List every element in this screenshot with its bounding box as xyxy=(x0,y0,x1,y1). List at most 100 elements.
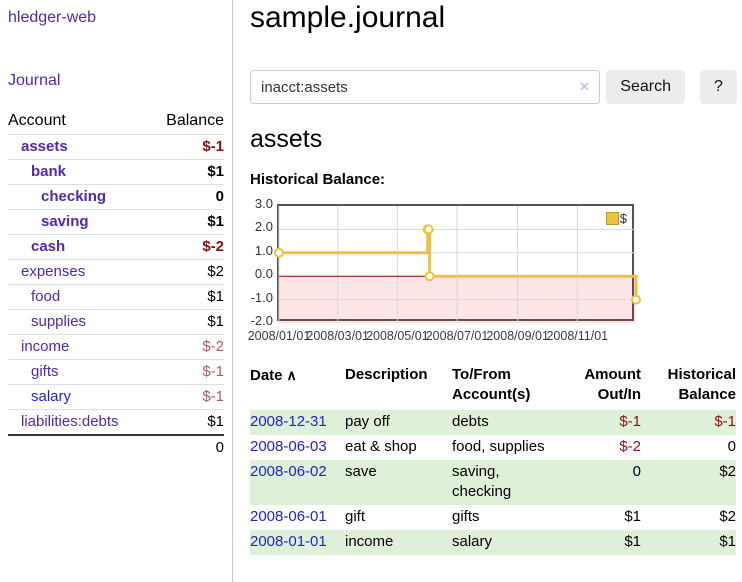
account-row-food: food $1 xyxy=(8,284,224,310)
transactions-header-row: Date ∧ Description To/From Account(s) Amo… xyxy=(250,362,736,410)
header-date[interactable]: Date ∧ xyxy=(250,367,297,384)
x-tick-label: 2008/03/01 xyxy=(306,329,369,343)
account-balance: $1 xyxy=(149,209,224,235)
transaction-accounts: salary xyxy=(452,533,493,550)
account-row-cash: cash $-2 xyxy=(8,234,224,260)
account-row-assets: assets $-1 xyxy=(8,134,224,160)
help-button[interactable]: ? xyxy=(700,70,737,104)
account-link-bank[interactable]: bank xyxy=(31,163,67,180)
account-link-checking[interactable]: checking xyxy=(41,188,107,205)
y-tick-label: 3.0 xyxy=(254,196,273,211)
account-balance: $-1 xyxy=(149,384,224,410)
header-amount[interactable]: Amount Out/In xyxy=(584,366,641,403)
chart-legend: $ xyxy=(605,211,627,226)
legend-swatch-icon xyxy=(605,212,619,225)
data-point-marker xyxy=(423,224,434,235)
account-link-saving[interactable]: saving xyxy=(41,213,89,230)
account-balance: $2 xyxy=(149,259,224,285)
account-balance: 0 xyxy=(149,184,224,210)
clear-search-icon[interactable]: × xyxy=(579,77,590,96)
account-row-gifts: gifts $-1 xyxy=(8,359,224,385)
accounts-header-row: Account Balance xyxy=(8,109,224,135)
y-tick-label: -2.0 xyxy=(250,313,273,328)
transaction-row[interactable]: 2008-06-03 eat & shop food, supplies $-2… xyxy=(250,435,736,460)
transaction-accounts: gifts xyxy=(452,508,480,525)
search-form: × Search ? xyxy=(250,70,737,104)
sort-asc-icon: ∧ xyxy=(286,367,297,383)
account-row-bank: bank $1 xyxy=(8,159,224,185)
search-button[interactable]: Search xyxy=(606,70,685,104)
account-link-assets[interactable]: assets xyxy=(21,138,68,155)
accounts-header-account: Account xyxy=(8,109,150,135)
search-box: × xyxy=(250,70,601,104)
transaction-date-link[interactable]: 2008-06-02 xyxy=(250,463,327,480)
transaction-balance: $1 xyxy=(719,533,736,550)
transaction-date-link[interactable]: 2008-06-01 xyxy=(250,508,327,525)
account-link-liabilities-debts[interactable]: liabilities:debts xyxy=(21,413,119,430)
y-tick-label: 0.0 xyxy=(254,266,273,282)
account-row-supplies: supplies $1 xyxy=(8,309,224,335)
account-link-cash[interactable]: cash xyxy=(31,238,66,255)
x-tick-label: 2008/01/01 xyxy=(247,329,311,343)
data-point-marker xyxy=(424,271,435,282)
transaction-description: pay off xyxy=(345,413,390,430)
header-tofrom[interactable]: To/From Account(s) xyxy=(452,366,531,403)
account-link-gifts[interactable]: gifts xyxy=(31,363,59,380)
account-balance: $1 xyxy=(149,309,224,335)
chart-title: Historical Balance: xyxy=(250,171,386,188)
account-balance: $1 xyxy=(149,159,224,185)
x-tick-label: 2008/09/01 xyxy=(486,329,549,343)
account-row-checking: checking 0 xyxy=(8,184,224,210)
data-point-marker xyxy=(274,247,284,258)
transaction-date-link[interactable]: 2008-12-31 xyxy=(250,413,327,430)
chart-plot-area: $ xyxy=(274,204,641,323)
account-balance: $1 xyxy=(207,413,224,430)
y-tick-label: 1.0 xyxy=(254,242,273,258)
transactions-table: Date ∧ Description To/From Account(s) Amo… xyxy=(250,362,736,555)
transaction-row[interactable]: 2008-06-02 save saving, checking 0 $2 xyxy=(250,460,736,505)
sidebar-item-journal[interactable]: Journal xyxy=(8,72,61,89)
account-balance: $1 xyxy=(149,284,224,310)
transaction-date-link[interactable]: 2008-06-03 xyxy=(250,438,327,455)
transaction-accounts: debts xyxy=(452,413,489,430)
account-link-income[interactable]: income xyxy=(21,338,70,355)
y-tick-label: 2.0 xyxy=(254,219,273,235)
x-tick-label: 2008/05/01 xyxy=(366,329,429,343)
header-description[interactable]: Description xyxy=(345,366,428,383)
transaction-amount: $-2 xyxy=(619,438,641,455)
account-row-salary: salary $-1 xyxy=(8,384,224,410)
page-title: sample.journal xyxy=(250,1,446,34)
chart-canvas xyxy=(274,206,641,323)
header-balance[interactable]: Historical Balance xyxy=(667,366,736,403)
account-balance: $-1 xyxy=(149,134,224,160)
data-point-marker xyxy=(631,294,641,305)
transaction-description: save xyxy=(345,463,377,480)
account-balance: $-2 xyxy=(149,334,224,360)
transaction-amount: $-1 xyxy=(619,413,641,430)
account-row-expenses: expenses $2 xyxy=(8,259,224,285)
transaction-balance: $2 xyxy=(719,463,736,480)
transaction-balance: $2 xyxy=(719,508,736,525)
transaction-amount: $1 xyxy=(624,533,641,550)
transaction-date-link[interactable]: 2008-01-01 xyxy=(250,533,327,550)
accounts-total: 0 xyxy=(149,434,224,460)
account-balance: $-1 xyxy=(149,359,224,385)
accounts-total-row: 0 xyxy=(8,434,224,460)
accounts-table: Account Balance assets $-1 bank $1 check… xyxy=(8,109,224,460)
transaction-row[interactable]: 2008-06-01 gift gifts $1 $2 xyxy=(250,505,736,530)
transaction-balance: 0 xyxy=(727,438,736,455)
transaction-row[interactable]: 2008-12-31 pay off debts $-1 $-1 xyxy=(250,410,736,435)
search-input[interactable] xyxy=(261,78,574,96)
transaction-balance: $-1 xyxy=(714,413,736,430)
account-row-liabilities-debts: liabilities:debts $1 xyxy=(8,410,224,436)
transaction-accounts: food, supplies xyxy=(452,438,545,455)
transaction-row[interactable]: 2008-01-01 income salary $1 $1 xyxy=(250,530,736,555)
account-link-food[interactable]: food xyxy=(31,288,61,305)
account-link-expenses[interactable]: expenses xyxy=(21,263,86,280)
brand-link[interactable]: hledger-web xyxy=(8,9,97,26)
account-row-income: income $-2 xyxy=(8,334,224,360)
account-link-salary[interactable]: salary xyxy=(31,388,72,405)
y-tick-label: -1.0 xyxy=(250,289,273,305)
account-link-supplies[interactable]: supplies xyxy=(31,313,87,330)
accounts-header-balance: Balance xyxy=(149,109,224,135)
